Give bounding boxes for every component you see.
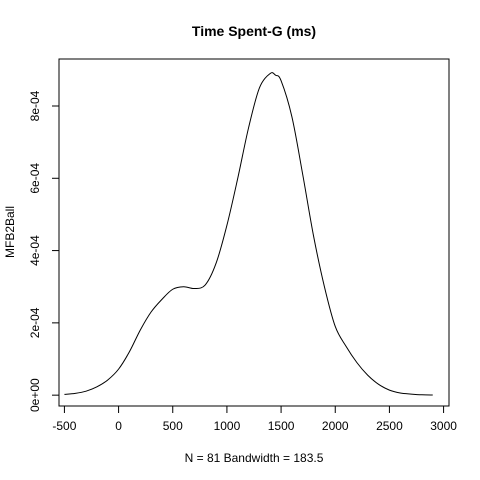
x-tick-label: 2500 [376, 419, 403, 433]
chart-title: Time Spent-G (ms) [192, 23, 316, 39]
density-curve [64, 72, 433, 396]
y-tick-label: 4e-04 [28, 235, 42, 266]
x-tick-label: 0 [115, 419, 122, 433]
y-tick-label: 2e-04 [28, 307, 42, 338]
x-tick-label: -500 [52, 419, 76, 433]
x-tick-label: 1000 [214, 419, 241, 433]
x-tick-label: 1500 [268, 419, 295, 433]
y-axis: 0e+00 2e-04 4e-04 6e-04 8e-04 [28, 90, 60, 412]
y-tick-label: 8e-04 [28, 90, 42, 121]
x-axis-label: N = 81 Bandwidth = 183.5 [185, 451, 324, 465]
x-tick-label: 500 [163, 419, 183, 433]
y-tick-label: 6e-04 [28, 163, 42, 194]
y-tick-label: 0e+00 [28, 378, 42, 412]
x-tick-label: 2000 [322, 419, 349, 433]
x-axis: -500 0 500 1000 1500 2000 2500 3000 [52, 405, 457, 433]
y-axis-label: MFB2Ball [3, 206, 17, 258]
x-tick-label: 3000 [430, 419, 457, 433]
